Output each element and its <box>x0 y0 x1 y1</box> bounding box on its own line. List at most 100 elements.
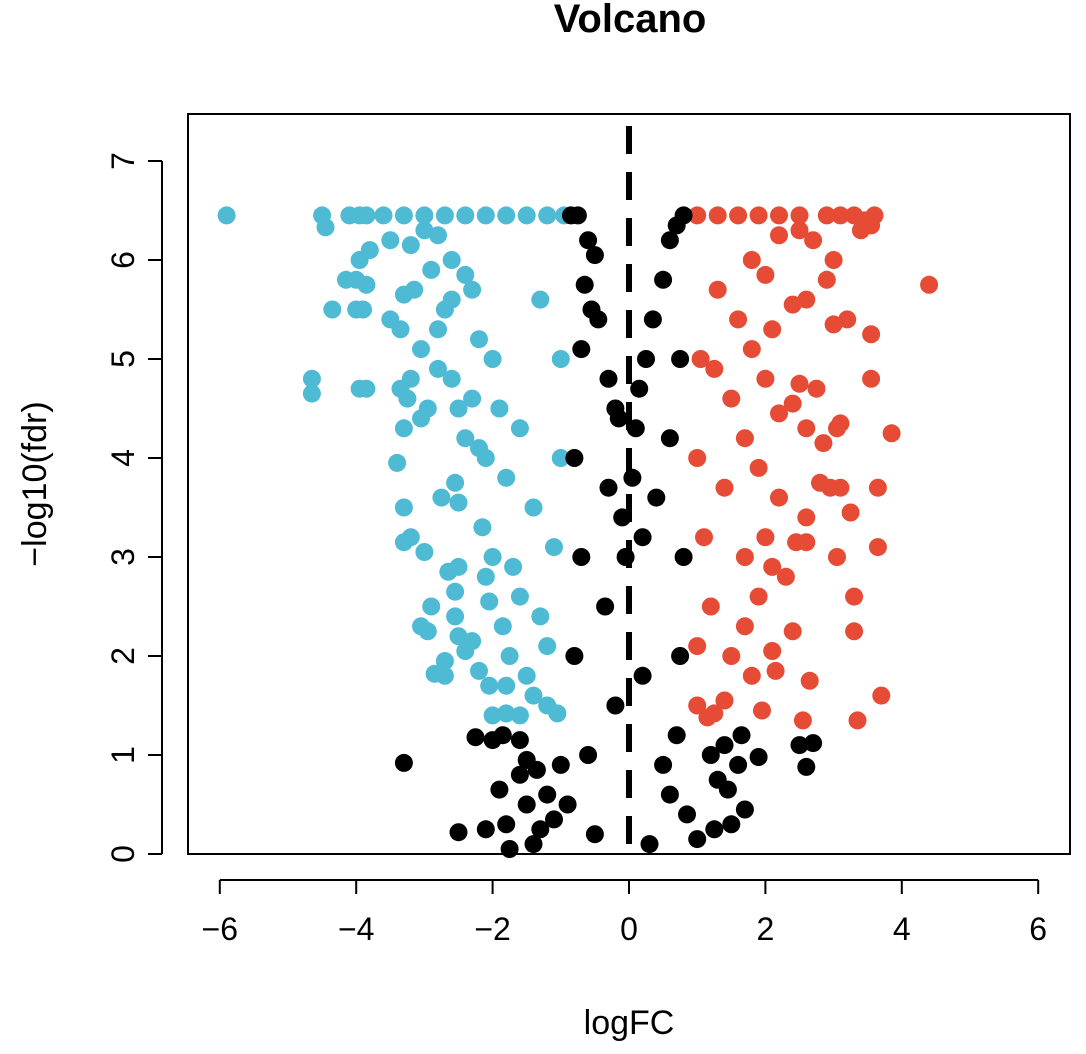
data-point <box>449 399 468 418</box>
data-point <box>701 597 720 616</box>
data-point <box>415 543 434 561</box>
data-point <box>483 350 502 368</box>
data-point <box>735 429 754 448</box>
data-point <box>483 548 502 566</box>
data-point <box>415 206 434 225</box>
data-point <box>742 251 761 269</box>
data-point <box>524 498 543 517</box>
data-point <box>715 478 734 497</box>
data-point <box>316 218 335 237</box>
data-point <box>531 607 550 626</box>
data-point <box>708 770 727 789</box>
data-point <box>538 637 557 656</box>
data-point <box>551 449 570 467</box>
data-point <box>630 379 649 398</box>
data-point <box>695 528 713 547</box>
data-point <box>394 753 413 772</box>
data-point <box>429 226 447 245</box>
data-point <box>790 221 809 240</box>
data-point <box>476 567 495 586</box>
data-point <box>418 622 437 641</box>
plot-frame <box>187 113 1071 855</box>
data-point <box>490 780 509 799</box>
data-point <box>862 369 881 388</box>
data-point <box>476 820 495 839</box>
data-point <box>435 652 454 670</box>
data-point <box>480 592 499 611</box>
data-point <box>456 206 475 225</box>
data-point <box>473 518 492 537</box>
data-point <box>722 815 741 834</box>
data-point <box>350 251 369 269</box>
data-point <box>517 206 536 225</box>
data-point <box>753 701 771 720</box>
data-point <box>633 666 652 685</box>
data-point <box>435 666 454 685</box>
data-point <box>394 419 413 438</box>
data-point <box>678 805 696 824</box>
data-point <box>868 538 887 557</box>
data-point <box>851 221 870 240</box>
x-tick-label: −2 <box>474 911 510 947</box>
data-point <box>770 404 788 423</box>
data-point <box>647 488 666 507</box>
data-point <box>381 231 400 250</box>
data-point <box>845 622 864 641</box>
data-point <box>302 384 321 403</box>
data-point <box>688 830 707 849</box>
data-point <box>862 325 881 344</box>
data-point <box>667 726 686 745</box>
data-point <box>545 538 563 557</box>
y-tick-label: 5 <box>105 350 141 368</box>
data-point <box>722 389 741 408</box>
data-point <box>838 310 857 329</box>
data-point <box>391 320 410 339</box>
data-point <box>735 617 754 636</box>
data-point <box>432 488 451 507</box>
data-point <box>671 350 690 368</box>
data-point <box>551 350 570 368</box>
data-point <box>749 748 768 766</box>
data-point <box>609 409 628 428</box>
data-point <box>538 206 557 225</box>
data-point <box>640 835 659 854</box>
data-point <box>510 706 529 725</box>
data-point <box>817 270 836 289</box>
x-tick-label: 2 <box>757 911 775 947</box>
data-point <box>476 449 495 467</box>
data-point <box>449 557 468 576</box>
data-point <box>797 419 816 438</box>
data-point <box>705 359 724 378</box>
data-point <box>654 755 673 774</box>
data-point <box>504 557 523 576</box>
data-point <box>824 251 843 269</box>
data-point <box>497 206 516 225</box>
points-layer <box>217 206 939 858</box>
data-point <box>551 755 570 774</box>
data-point <box>510 419 529 438</box>
data-point <box>572 548 591 566</box>
data-point <box>599 478 618 497</box>
y-tick-label: 0 <box>105 845 141 863</box>
data-point <box>497 676 516 695</box>
data-point <box>845 587 864 606</box>
data-point <box>637 350 655 368</box>
data-point <box>790 736 809 755</box>
x-tick-label: 0 <box>620 911 638 947</box>
data-point <box>449 627 468 646</box>
data-point <box>722 647 741 665</box>
x-tick-label: 6 <box>1029 911 1047 947</box>
data-point <box>770 226 788 245</box>
data-point <box>493 726 512 745</box>
data-point <box>749 206 768 225</box>
data-point <box>756 528 775 547</box>
data-point <box>691 350 710 368</box>
data-point <box>490 399 509 418</box>
data-point <box>575 275 594 294</box>
data-point <box>405 280 424 299</box>
data-point <box>814 434 833 453</box>
data-point <box>715 736 734 755</box>
data-point <box>558 795 577 814</box>
data-point <box>565 449 584 467</box>
x-tick-label: 4 <box>893 911 911 947</box>
